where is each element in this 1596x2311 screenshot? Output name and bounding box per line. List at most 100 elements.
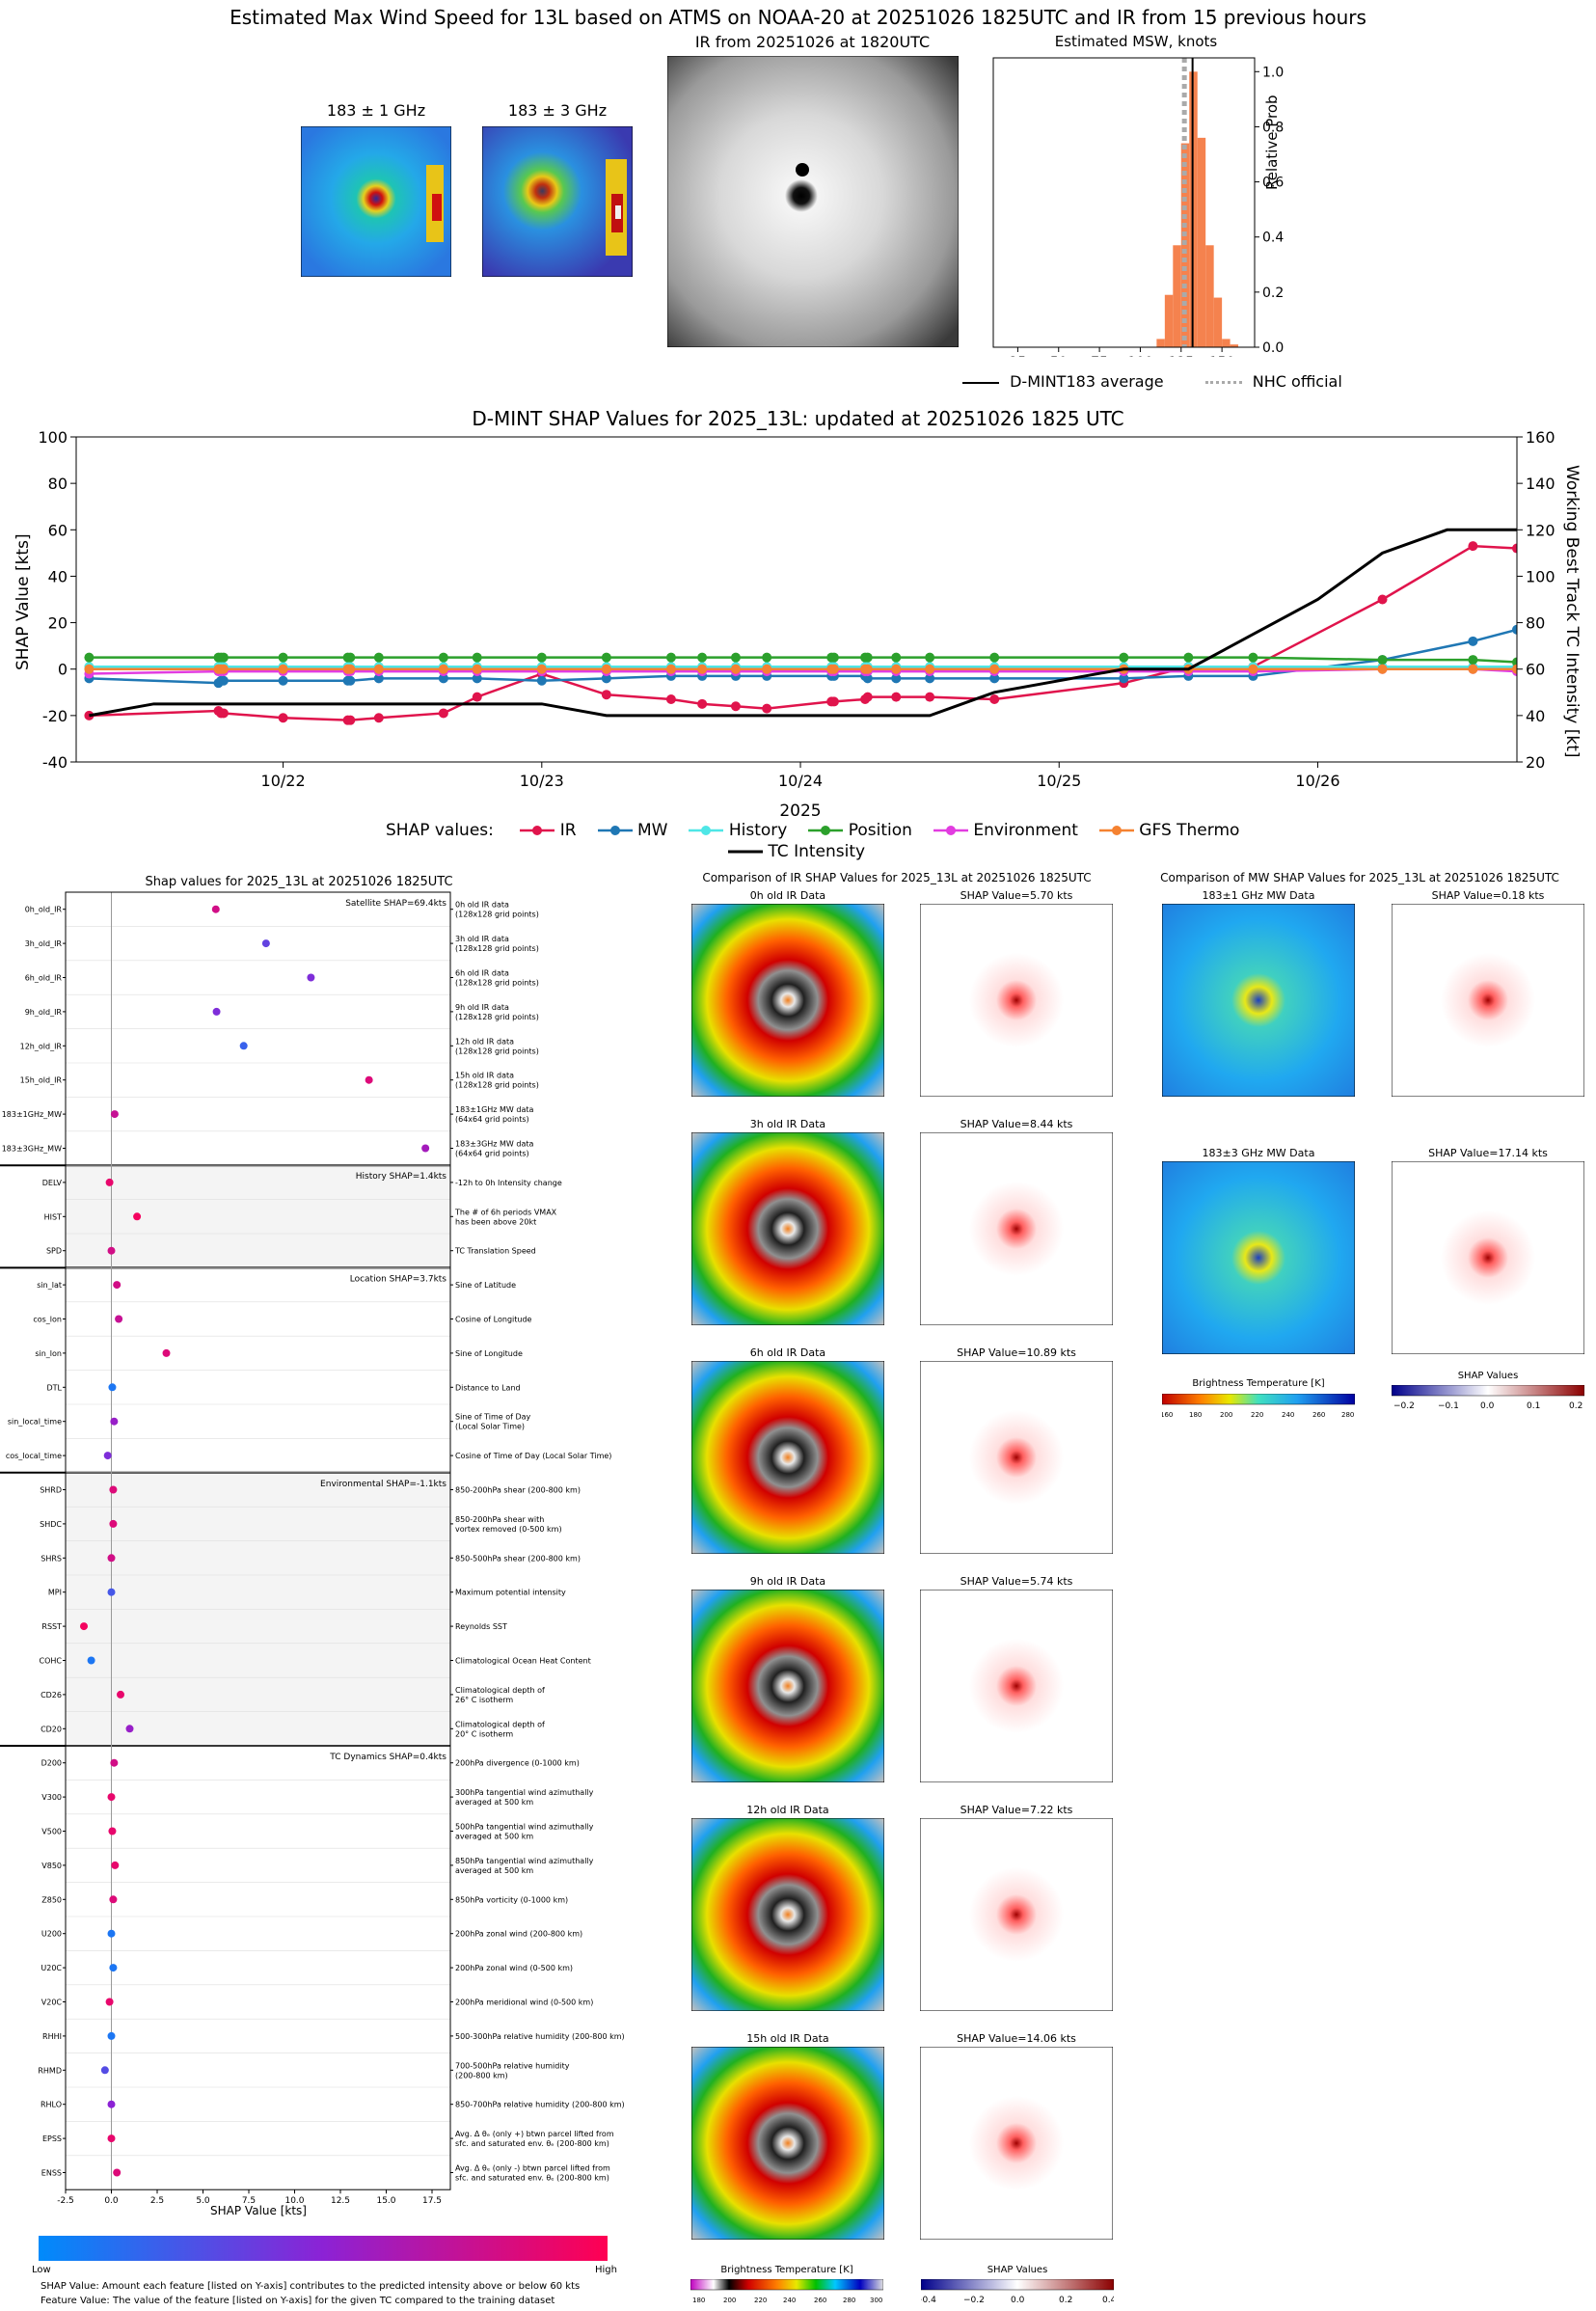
ir-row-img-title: 9h old IR Data	[749, 1575, 826, 1588]
feat-row-desc: vortex removed (0-500 km)	[455, 1525, 562, 1534]
feat-point	[117, 1690, 124, 1699]
msw-ylabel: Relative Prob	[1263, 95, 1281, 190]
ts-ytick-label: 80	[48, 475, 68, 493]
feat-row-desc: 26° C isotherm	[455, 1696, 513, 1704]
ts-y2tick-label: 60	[1526, 661, 1545, 679]
legend-item: Position	[808, 821, 912, 840]
foot-feature-note: Feature Value: The value of the feature …	[41, 2296, 555, 2306]
ts-series-point	[345, 664, 356, 674]
feat-row-name: V20C	[41, 1998, 63, 2007]
legend-item: MW	[597, 821, 668, 840]
panel-image	[920, 1361, 1113, 1554]
ts-series-point	[925, 652, 935, 663]
feat-row-desc: 850hPa tangential wind azimuthally	[455, 1857, 594, 1865]
feat-row-name: Z850	[41, 1895, 62, 1904]
feat-row-name: DELV	[42, 1179, 63, 1187]
mw-row-img-title: 183±3 GHz MW Data	[1202, 1147, 1315, 1159]
feat-row-desc: has been above 20kt	[455, 1217, 536, 1226]
feat-row-name: cos_local_time	[6, 1452, 62, 1460]
ts-series-point	[1468, 541, 1478, 552]
feat-row-name: CD20	[41, 1725, 62, 1733]
svg-text:260: 260	[814, 2297, 826, 2304]
feat-row-name: EPSS	[42, 2134, 62, 2143]
feat-point	[107, 1588, 116, 1596]
ts-series-point	[762, 664, 772, 674]
msw-bar	[1164, 294, 1174, 347]
ts-series-point	[1119, 673, 1129, 684]
feat-row-desc: (128x128 grid points)	[455, 979, 539, 988]
ir-row-img-title: 3h old IR Data	[749, 1118, 826, 1130]
ts-series-point	[438, 652, 448, 663]
feat-group-label: Satellite SHAP=69.4kts	[345, 899, 446, 909]
ir-row-image	[691, 1361, 884, 1554]
feat-row-name: 15h_old_IR	[20, 1076, 63, 1085]
ir-row-shap-map	[920, 904, 1113, 1097]
legend-swatch	[933, 826, 968, 835]
panel-image	[691, 1818, 884, 2011]
feat-row-desc: 850hPa vorticity (0-1000 km)	[455, 1895, 568, 1904]
feat-xtick-label: 10.0	[284, 2196, 304, 2206]
feat-row-desc: 20° C isotherm	[455, 1729, 513, 1738]
feat-row-desc: (200-800 km)	[455, 2071, 508, 2080]
msw-ytick-label: 0.8	[1262, 120, 1284, 135]
feat-point	[261, 939, 270, 948]
ts-series-point	[536, 652, 547, 663]
feat-row-desc: Climatological Ocean Heat Content	[455, 1657, 591, 1666]
ir-image	[667, 56, 959, 347]
legend-swatch-dot	[701, 826, 712, 835]
ts-series-point	[536, 675, 547, 686]
ir-shap-colorbar: −0.4 −0.2 0.0 0.2 0.4	[921, 2279, 1114, 2305]
ts-ytick-label: -20	[42, 707, 68, 725]
feat-point	[107, 2100, 116, 2108]
feat-point	[109, 1485, 118, 1494]
panel-image	[691, 1590, 884, 1782]
msw-xtick-label: 100	[1127, 355, 1153, 357]
ts-series-point	[697, 664, 708, 674]
mw-bt-colorbar: 160 180 200 220 240 260 280	[1162, 1394, 1355, 1419]
feat-row-name: sin_lon	[35, 1349, 62, 1358]
svg-text:−0.2: −0.2	[963, 2296, 985, 2305]
feat-xtick-label: -2.5	[57, 2196, 74, 2206]
ir-row-shap-title: SHAP Value=10.89 kts	[957, 1346, 1076, 1359]
feat-row-desc: Distance to Land	[455, 1383, 521, 1392]
ts-series-point	[601, 652, 611, 663]
ts-series-point	[925, 673, 935, 684]
feat-row-name: 183±3GHz_MW	[2, 1145, 62, 1154]
ts-series-point	[891, 652, 902, 663]
feat-group-label: Location SHAP=3.7kts	[350, 1274, 447, 1284]
feat-row-name: SHRS	[41, 1554, 62, 1563]
feat-point	[211, 905, 220, 913]
msw-bar	[1180, 143, 1190, 347]
ts-series-point	[1512, 624, 1517, 635]
legend-item: Environment	[933, 821, 1078, 840]
cbar-low-label: Low	[32, 2265, 51, 2275]
feat-row-name: cos_lon	[33, 1316, 62, 1324]
shap-ts-legend: SHAP values: IR MW History Position Envi…	[386, 821, 1254, 861]
feat-row-name: D200	[41, 1759, 62, 1768]
feat-xtick-label: 15.0	[376, 2196, 395, 2206]
feat-row-desc: 850-200hPa shear with	[455, 1515, 544, 1524]
msw-histogram: 25 50 75 100 125 150 0.0 0.2 0.4 0.6 0.8 1.0	[992, 57, 1284, 357]
ts-series-point	[730, 701, 741, 712]
svg-text:−0.4: −0.4	[921, 2296, 936, 2305]
ts-series-point	[730, 652, 741, 663]
feat-row-desc: sfc. and saturated env. θₑ (200-800 km)	[455, 2174, 609, 2183]
legend-item-label: MW	[636, 821, 668, 840]
feat-point	[107, 1793, 116, 1802]
ts-tc-intensity-line	[89, 528, 1517, 718]
feat-row-desc: Sine of Latitude	[455, 1281, 516, 1290]
shap-ts-legend-row1: SHAP values: IR MW History Position Envi…	[386, 821, 1254, 840]
mw-row-img-title: 183±1 GHz MW Data	[1202, 889, 1315, 902]
ts-series-point	[278, 664, 288, 674]
ts-series-point	[1183, 652, 1194, 663]
feat-row-desc: 183±1GHz MW data	[455, 1105, 533, 1114]
panel-image	[920, 904, 1113, 1097]
svg-text:260: 260	[1312, 1411, 1325, 1419]
ts-series-point	[536, 664, 547, 674]
ts-series-point	[862, 652, 873, 663]
ts-series-point	[84, 664, 95, 674]
ts-ytick-label: -40	[42, 753, 68, 772]
feature-shap-chart: Satellite SHAP=69.4kts History SHAP=1.4kt…	[0, 891, 625, 2206]
feat-group-label: History SHAP=1.4kts	[356, 1172, 447, 1182]
